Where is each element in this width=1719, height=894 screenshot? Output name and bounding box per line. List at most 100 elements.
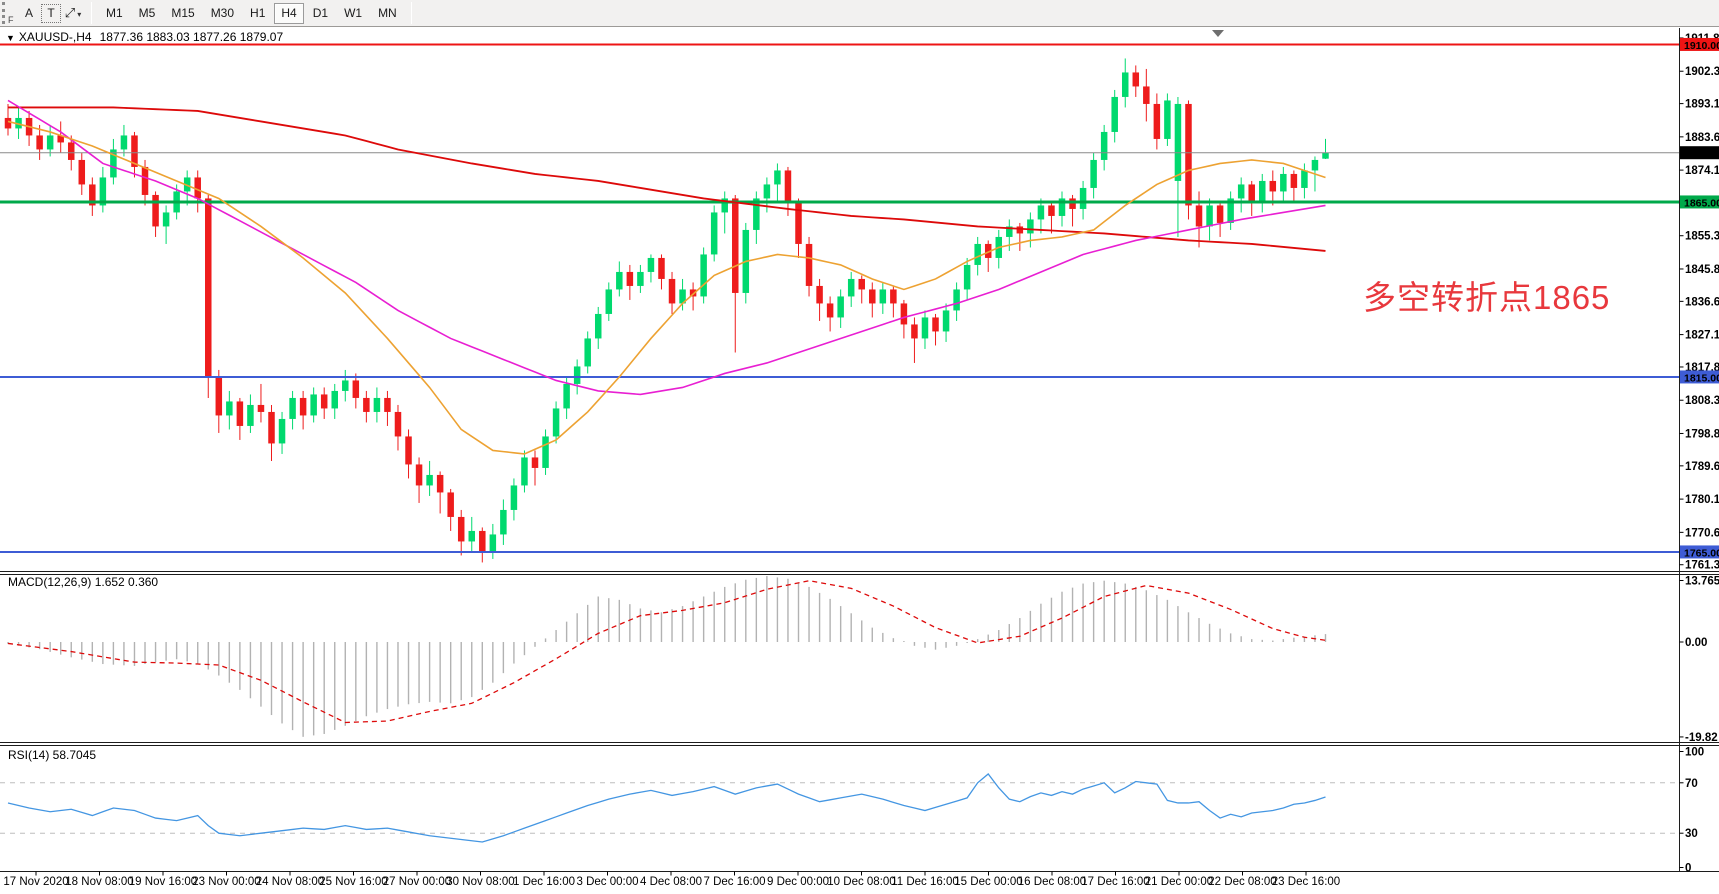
chart-canvas[interactable]: 1911.851902.351893.101883.601874.101855.… <box>0 27 1719 894</box>
candles[interactable] <box>4 58 1329 563</box>
candle-body <box>531 457 539 468</box>
price-label: 1902.35 <box>1685 66 1719 78</box>
candle-body <box>1248 184 1255 202</box>
candle-body <box>921 317 929 339</box>
candle-body <box>1016 226 1024 234</box>
price-badge-label: 1865.00 <box>1684 197 1719 209</box>
candle-body <box>1058 198 1066 216</box>
chart-area[interactable]: 1911.851902.351893.101883.601874.101855.… <box>0 27 1719 894</box>
candle-body <box>1280 173 1287 192</box>
timeframe-button-m15[interactable]: M15 <box>164 3 201 24</box>
date-label: 23 Nov 00:00 <box>192 876 260 888</box>
macd-signal-line <box>7 580 1326 724</box>
candle-body <box>500 509 507 535</box>
price-label: 1836.60 <box>1685 296 1719 308</box>
candle-body <box>268 411 275 444</box>
date-label: 7 Dec 16:00 <box>703 876 765 888</box>
candle-body <box>626 271 634 286</box>
timeframe-button-m5[interactable]: M5 <box>132 3 163 24</box>
toolbar-grip[interactable]: F <box>2 2 17 25</box>
candle-body <box>658 257 665 279</box>
timeframe-button-h1[interactable]: H1 <box>243 3 272 24</box>
candle-body <box>911 324 918 339</box>
rsi-label: 0 <box>1685 863 1691 875</box>
timeframe-button-h4[interactable]: H4 <box>274 2 304 24</box>
timeframe-button-w1[interactable]: W1 <box>337 3 369 24</box>
candle-body <box>457 516 465 542</box>
date-label: 21 Dec 00:00 <box>1145 876 1213 888</box>
candle-body <box>384 397 391 412</box>
date-label: 16 Dec 08:00 <box>1018 876 1086 888</box>
candle-body <box>1216 205 1224 223</box>
candle-body <box>1195 205 1203 227</box>
cursor-tool-button[interactable]: ⤢ ▾ <box>61 2 85 24</box>
candle-body <box>352 380 360 398</box>
candle-body <box>847 278 855 297</box>
candle-body <box>1174 103 1182 181</box>
date-label: 23 Dec 16:00 <box>1272 876 1340 888</box>
candle-body <box>594 313 602 339</box>
candle-body <box>721 198 728 213</box>
candle-body <box>310 394 317 416</box>
date-label: 17 Nov 2020 <box>3 876 68 888</box>
timeframe-button-m1[interactable]: M1 <box>99 3 130 24</box>
candle-body <box>46 135 54 150</box>
candle-body <box>1037 205 1045 220</box>
candle-body <box>1132 72 1140 87</box>
ma-mid-magenta <box>7 99 1326 396</box>
candle-body <box>236 401 244 426</box>
toolbar-separator <box>410 2 412 24</box>
candle-body <box>563 383 570 409</box>
candle-body <box>573 366 581 384</box>
candle-body <box>1164 100 1171 139</box>
ohlc-values: 1877.36 1883.03 1877.26 1879.07 <box>99 30 284 44</box>
horizontal-lines[interactable] <box>0 43 1679 553</box>
macd-label: 13.765 <box>1685 576 1719 588</box>
annotate-a-button[interactable]: A <box>17 2 41 24</box>
chart-title: ▼ XAUUSD-,H4 1877.36 1883.03 1877.26 1879.… <box>6 30 283 44</box>
price-badge <box>1680 37 1719 51</box>
price-badge-label: 1879.07 <box>1684 148 1719 160</box>
macd-pane[interactable] <box>7 576 1327 737</box>
candle-body <box>141 166 149 195</box>
dropdown-triangle-icon[interactable]: ▼ <box>6 33 15 43</box>
timeframe-button-mn[interactable]: MN <box>371 3 404 24</box>
candle-body <box>205 198 212 377</box>
candle-body <box>542 436 549 468</box>
timeframe-button-m30[interactable]: M30 <box>204 3 241 24</box>
candle-body <box>1185 103 1192 206</box>
text-tool-button[interactable]: T <box>41 3 61 23</box>
candle-body <box>67 142 75 160</box>
price-label: 1883.60 <box>1685 132 1719 144</box>
candle-body <box>226 401 233 416</box>
candle-body <box>900 303 908 325</box>
candle-body <box>879 289 887 304</box>
rsi-pane[interactable] <box>0 773 1679 843</box>
rsi-label: 30 <box>1685 828 1698 840</box>
price-label: 1874.10 <box>1685 165 1719 177</box>
candle-body <box>1259 180 1266 202</box>
candle-body <box>1322 152 1329 159</box>
date-label: 1 Dec 16:00 <box>513 876 575 888</box>
candle-body <box>974 243 981 265</box>
price-label: 1893.10 <box>1685 99 1719 111</box>
timeframe-button-d1[interactable]: D1 <box>306 3 335 24</box>
candle-body <box>342 380 349 391</box>
candle-body <box>215 376 223 416</box>
candle-body <box>120 135 128 150</box>
candle-body <box>468 530 476 542</box>
candle-body <box>373 397 381 412</box>
price-axis[interactable]: 1911.851902.351893.101883.601874.101855.… <box>1679 33 1719 875</box>
date-label: 9 Dec 00:00 <box>767 876 829 888</box>
candle-body <box>732 198 739 293</box>
date-label: 24 Nov 08:00 <box>256 876 324 888</box>
candle-body <box>1006 226 1013 237</box>
candle-body <box>4 117 12 129</box>
annotation-text[interactable]: 多空转折点1865 <box>1363 279 1611 316</box>
macd-label: -19.82 <box>1685 732 1718 744</box>
date-label: 22 Dec 08:00 <box>1208 876 1276 888</box>
price-label: 1855.35 <box>1685 231 1719 243</box>
candle-body <box>99 177 107 206</box>
candle-body <box>637 271 644 286</box>
